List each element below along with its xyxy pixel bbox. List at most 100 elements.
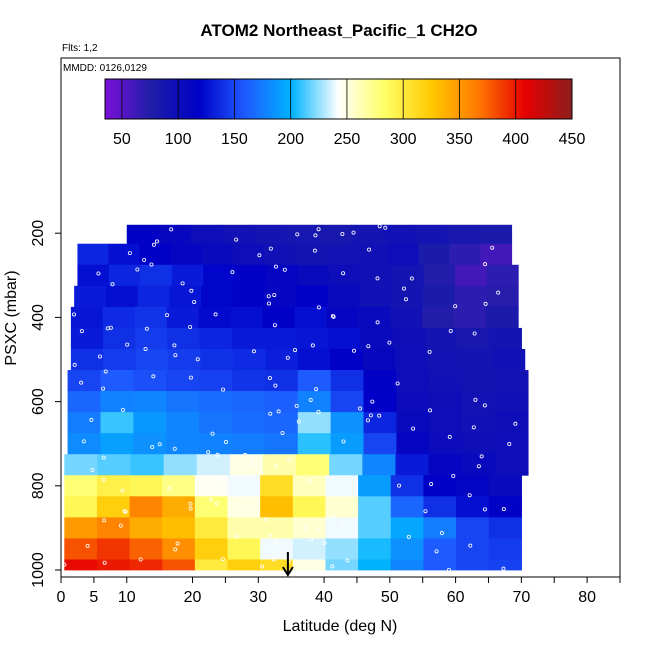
heatmap-cell xyxy=(387,243,420,266)
heatmap-cell xyxy=(162,559,196,571)
observation-point xyxy=(151,374,156,379)
observation-point xyxy=(341,439,346,444)
x-tick-label: 20 xyxy=(184,589,202,606)
observation-point xyxy=(157,442,162,447)
observation-point xyxy=(271,557,276,562)
heatmap-cell xyxy=(330,433,365,455)
observation-point xyxy=(276,409,281,414)
heatmap-cell xyxy=(194,538,229,560)
heatmap-cell xyxy=(231,412,266,434)
heatmap-cell xyxy=(396,412,430,434)
observation-point xyxy=(273,463,278,468)
observation-point xyxy=(513,421,518,426)
heatmap-cell xyxy=(297,412,332,434)
heatmap-cell xyxy=(449,243,482,266)
heatmap-cell xyxy=(296,327,329,350)
observation-point xyxy=(221,387,226,392)
observation-point xyxy=(234,237,239,242)
heatmap-cell xyxy=(230,306,264,329)
observation-point xyxy=(215,452,220,457)
heatmap-cell xyxy=(296,285,329,308)
heatmap-cell xyxy=(423,475,457,497)
heatmap-cell xyxy=(260,496,294,518)
heatmap-cell xyxy=(383,224,416,245)
observation-point xyxy=(213,312,218,317)
observation-point xyxy=(208,497,213,502)
observation-point xyxy=(263,517,268,522)
heatmap-cell xyxy=(126,224,160,245)
observation-point xyxy=(206,450,211,455)
heatmap-cell xyxy=(423,517,457,539)
observation-point xyxy=(439,531,444,536)
observation-point xyxy=(483,301,488,306)
heatmap-cell xyxy=(297,264,330,287)
observation-point xyxy=(230,270,235,275)
heatmap-cell xyxy=(96,475,131,497)
observation-point xyxy=(142,257,147,262)
observation-point xyxy=(377,413,382,418)
heatmap-cell xyxy=(167,327,201,350)
observation-point xyxy=(96,271,101,276)
heatmap-cell xyxy=(105,285,139,308)
observation-point xyxy=(250,456,255,461)
heatmap-cell xyxy=(423,559,457,571)
observation-point xyxy=(79,380,84,385)
heatmap-cell xyxy=(456,517,490,539)
observation-point xyxy=(118,523,123,528)
heatmap-cell xyxy=(455,264,488,287)
observation-point xyxy=(224,439,229,444)
heatmap-cell xyxy=(158,224,192,245)
heatmap-cell xyxy=(489,327,522,350)
heatmap-cell xyxy=(362,454,397,476)
observation-point xyxy=(62,562,67,567)
observation-point xyxy=(307,479,312,484)
observation-point xyxy=(428,408,433,413)
heatmap-cell xyxy=(103,327,136,350)
heatmap-cell xyxy=(166,370,200,392)
observation-point xyxy=(127,251,132,256)
observation-point xyxy=(103,369,108,374)
observation-point xyxy=(169,227,174,232)
heatmap-cell xyxy=(162,475,196,497)
observation-point xyxy=(322,540,327,545)
heatmap-cell xyxy=(166,433,200,455)
observation-point xyxy=(102,560,107,565)
observation-point xyxy=(219,478,224,483)
heatmap-cell xyxy=(133,391,167,413)
y-axis-label: PSXC (mbar) xyxy=(3,270,20,365)
observation-point xyxy=(341,271,346,276)
heatmap-cell xyxy=(495,370,529,392)
heatmap-cell xyxy=(262,454,297,476)
heatmap-cell xyxy=(486,285,519,308)
colorbar-tick-label: 50 xyxy=(113,131,131,148)
observation-point xyxy=(403,297,408,302)
observation-point xyxy=(375,276,380,281)
observation-point xyxy=(377,224,382,229)
observation-point xyxy=(383,225,388,230)
heatmap-cell xyxy=(260,538,294,560)
observation-point xyxy=(467,493,472,498)
y-tick-label: 600 xyxy=(30,388,47,415)
heatmap-cell xyxy=(232,243,265,266)
observation-point xyxy=(423,509,428,514)
heatmap-cell xyxy=(424,327,458,350)
observation-point xyxy=(287,457,292,462)
x-tick-label: 60 xyxy=(447,589,465,606)
observation-point xyxy=(144,326,149,331)
heatmap-cell xyxy=(260,559,294,571)
heatmap-cell xyxy=(462,433,496,455)
observation-point xyxy=(483,262,488,267)
observation-point xyxy=(331,514,336,519)
heatmap-cell xyxy=(199,391,233,413)
y-axis: 200 400 600 800 1000 xyxy=(30,220,61,588)
colorbar-tick-label: 250 xyxy=(334,131,361,148)
observation-point xyxy=(266,294,271,299)
heatmap-cell xyxy=(363,370,397,392)
heatmap-cell xyxy=(294,243,327,266)
heatmap-cell xyxy=(264,370,299,392)
heatmap-cell xyxy=(480,243,513,266)
observation-point xyxy=(351,230,356,235)
heatmap-cell xyxy=(423,538,457,560)
x-tick-label: 5 xyxy=(89,589,98,606)
heatmap-cell xyxy=(129,475,163,497)
